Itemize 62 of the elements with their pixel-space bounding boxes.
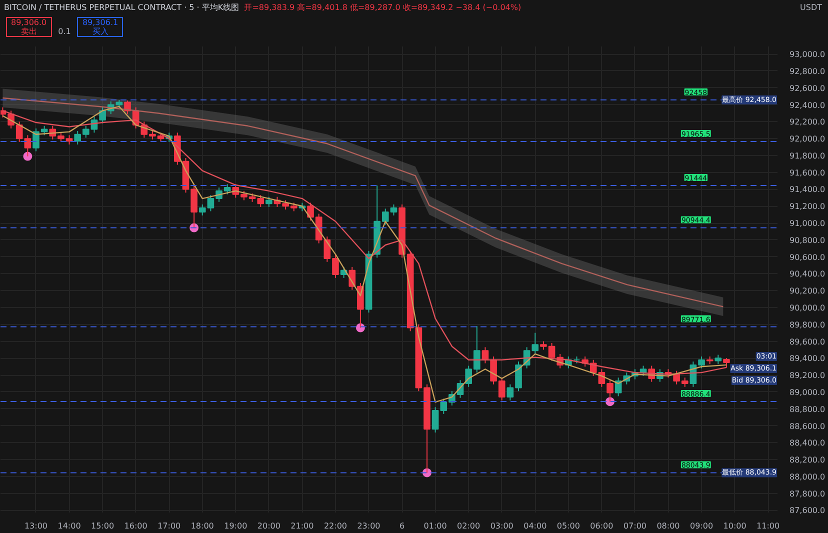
y-tick-label: 91,000.0	[790, 219, 826, 228]
x-tick-label: 05:00	[556, 522, 580, 530]
x-tick-label: 13:00	[24, 522, 48, 530]
y-tick-label: 92,400.0	[790, 100, 826, 110]
x-tick-label: 01:00	[424, 522, 447, 530]
x-tick-label: 21:00	[290, 522, 314, 530]
x-tick-label: 09:00	[690, 522, 714, 530]
y-tick-label: 89,600.0	[790, 337, 826, 346]
x-tick-label: 08:00	[656, 522, 680, 530]
y-tick-label: 90,200.0	[790, 286, 826, 296]
x-tick-label: 19:00	[224, 522, 248, 530]
x-tick-label: 16:00	[124, 522, 148, 530]
text: 89,306.0	[11, 18, 47, 28]
y-tick-label: 87,800.0	[790, 489, 826, 498]
y-tick-label: 90,800.0	[790, 236, 826, 245]
y-tick-label: 92,200.0	[790, 118, 826, 127]
y-tick-label: 87,600.0	[790, 506, 826, 516]
x-tick-label: 02:00	[457, 522, 480, 530]
x-tick-label: 15:00	[91, 522, 114, 530]
y-tick-label: 89,000.0	[790, 388, 826, 397]
y-tick-label: 89,400.0	[790, 354, 826, 364]
y-tick-label: 89,200.0	[790, 371, 826, 380]
x-tick-label: 10:00	[723, 522, 746, 530]
y-tick-label: 90,400.0	[790, 270, 826, 279]
text: 卖出	[20, 27, 37, 36]
y-tick-label: 92,800.0	[790, 66, 826, 76]
y-tick-label: 88,400.0	[790, 438, 826, 448]
x-tick-label: 11:00	[756, 522, 780, 530]
y-tick-label: 90,000.0	[790, 304, 826, 312]
y-tick-label: 92,600.0	[790, 84, 826, 93]
y-tick-label: 91,800.0	[790, 151, 826, 160]
y-tick-label: 91,400.0	[790, 185, 826, 194]
y-tick-label: 91,200.0	[790, 202, 826, 212]
x-tick-label: 14:00	[58, 522, 81, 530]
text: 89,306.1	[82, 18, 118, 28]
x-tick-label: 04:00	[524, 522, 547, 530]
x-tick-label: 17:00	[158, 522, 181, 530]
x-tick-label: 03:00	[490, 522, 514, 530]
candlestick	[266, 196, 272, 208]
x-tick-label: 06:00	[590, 522, 614, 530]
x-tick-label: 6	[399, 522, 405, 530]
candlestick	[714, 354, 722, 365]
y-axis-title: USDT	[800, 2, 822, 14]
y-tick-label: 88,600.0	[790, 422, 826, 431]
y-tick-label: 88,800.0	[790, 404, 826, 414]
text: 0.1	[58, 27, 71, 36]
text: 买入	[92, 27, 108, 36]
y-tick-label: 93,000.0	[790, 50, 826, 60]
text: 开=89,383.9 高=89,401.8 低=89,287.0 收=89,349.2 −38.4 (−0.04%)	[244, 3, 522, 12]
x-tick-label: 22:00	[324, 522, 348, 530]
y-tick-label: 88,000.0	[790, 472, 826, 482]
x-tick-label: 20:00	[257, 522, 280, 530]
y-tick-label: 88,200.0	[790, 456, 826, 465]
y-tick-label: 91,600.0	[790, 168, 826, 178]
y-tick-label: 92,000.0	[790, 134, 826, 144]
candlestick	[723, 358, 730, 368]
x-tick-label: 07:00	[623, 522, 646, 530]
x-tick-label: 18:00	[190, 522, 214, 530]
y-tick-label: 90,600.0	[790, 252, 826, 262]
x-tick-label: 23:00	[357, 522, 380, 530]
chart-title: BITCOIN / TETHERUS PERPETUAL CONTRACT · 5 · 平均K线图	[4, 3, 240, 12]
y-tick-label: 89,800.0	[790, 320, 826, 330]
